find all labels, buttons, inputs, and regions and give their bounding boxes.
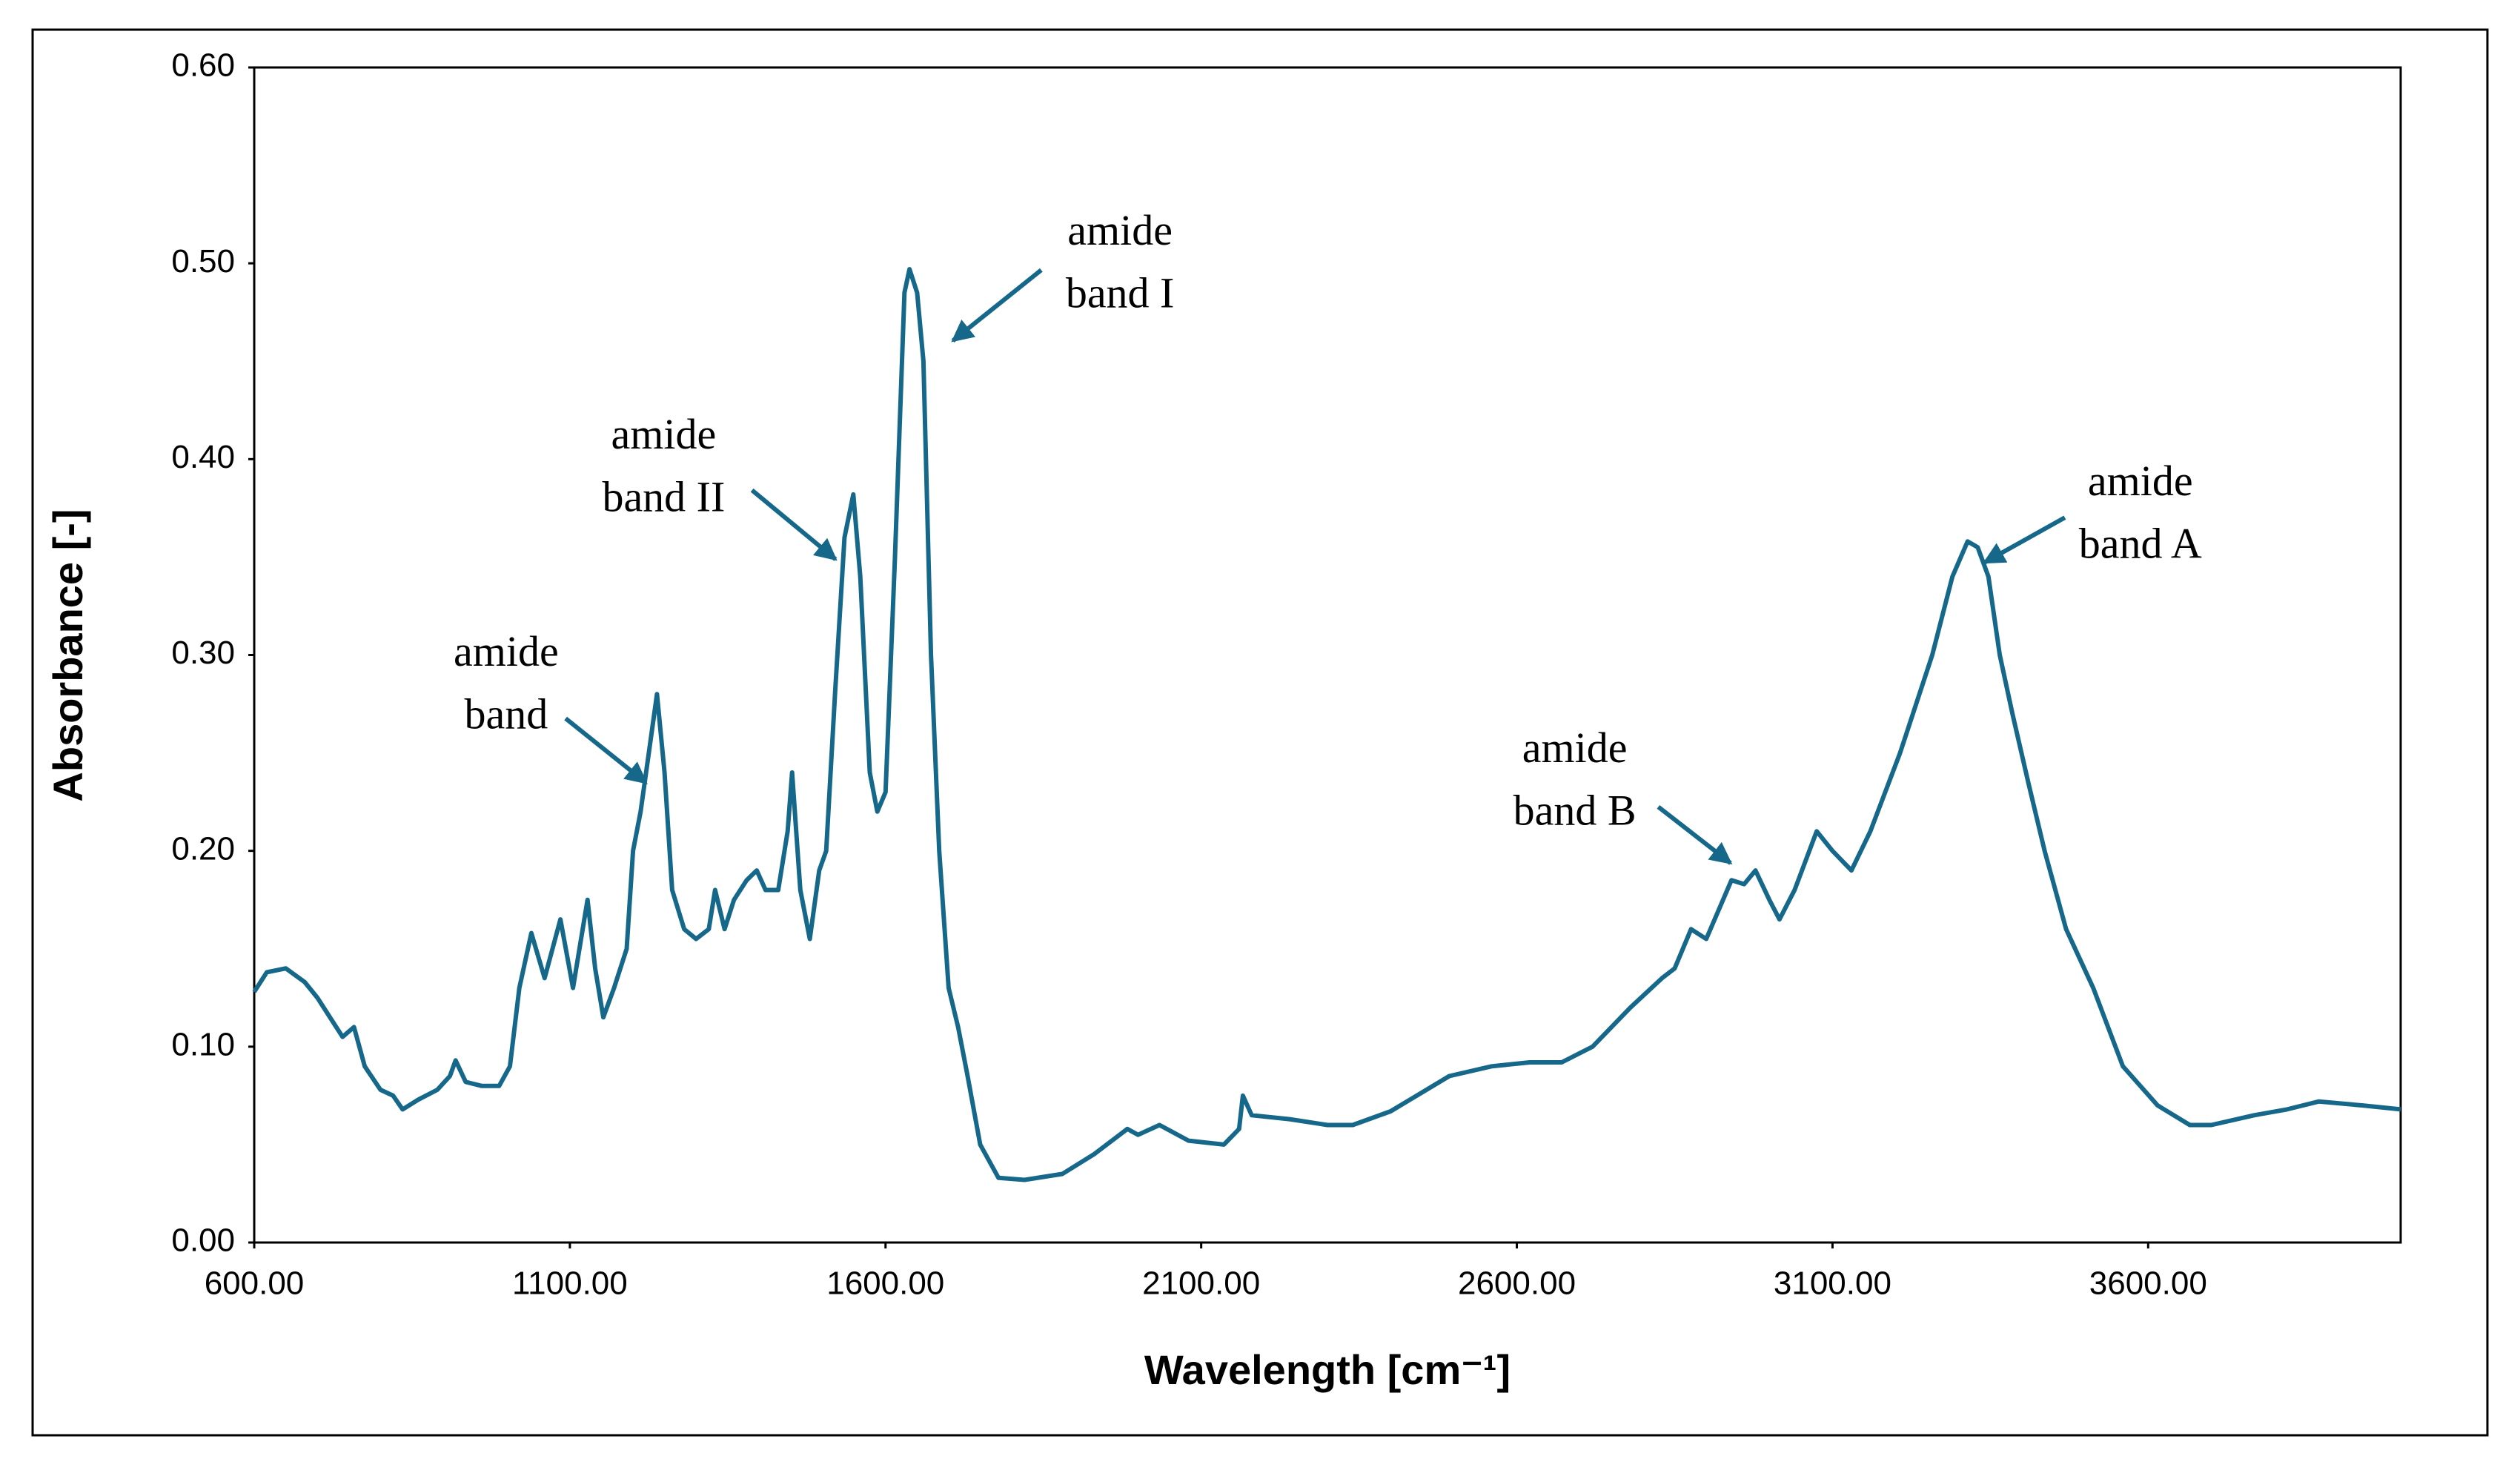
x-tick-label: 1100.00 (512, 1266, 628, 1302)
y-axis-title: Absorbance [-] (44, 509, 91, 801)
x-tick-label: 1600.00 (826, 1266, 944, 1302)
annotation-text: amide (1067, 206, 1173, 254)
annotation-text: band II (602, 473, 725, 521)
annotation-text: amide (1522, 724, 1628, 772)
annotation-text: amide (454, 627, 559, 675)
annotation-text: amide (2088, 457, 2193, 505)
x-tick-label: 2600.00 (1458, 1266, 1576, 1302)
annotation-text: band (465, 689, 548, 738)
annotation-arrow (750, 488, 838, 561)
frame (31, 28, 2489, 1437)
spectrum-line (252, 267, 2401, 1182)
annotation-text: band B (1513, 786, 1637, 834)
annotation-text: band A (2079, 520, 2202, 568)
y-tick-label: 0.60 (171, 47, 235, 84)
x-axis-title: Wavelength [cm⁻¹] (1144, 1346, 1511, 1393)
annotation-arrow (1657, 804, 1733, 865)
y-tick-label: 0.20 (171, 830, 235, 867)
y-tick-label: 0.50 (171, 243, 235, 279)
x-tick-label: 2100.00 (1142, 1266, 1260, 1302)
y-tick-label: 0.40 (171, 439, 235, 475)
y-tick-label: 0.00 (171, 1223, 235, 1259)
annotation-arrow (951, 268, 1043, 343)
annotation-text: amide (611, 410, 717, 458)
annotation-arrow (1982, 515, 2066, 565)
x-tick-label: 3600.00 (2089, 1266, 2207, 1302)
annotation-text: band I (1066, 268, 1175, 317)
y-tick-label: 0.10 (171, 1026, 235, 1062)
x-tick-label: 3100.00 (1774, 1266, 1891, 1302)
y-tick-label: 0.30 (171, 635, 235, 671)
x-tick-label: 600.00 (205, 1266, 305, 1302)
annotation-arrow (564, 716, 648, 785)
